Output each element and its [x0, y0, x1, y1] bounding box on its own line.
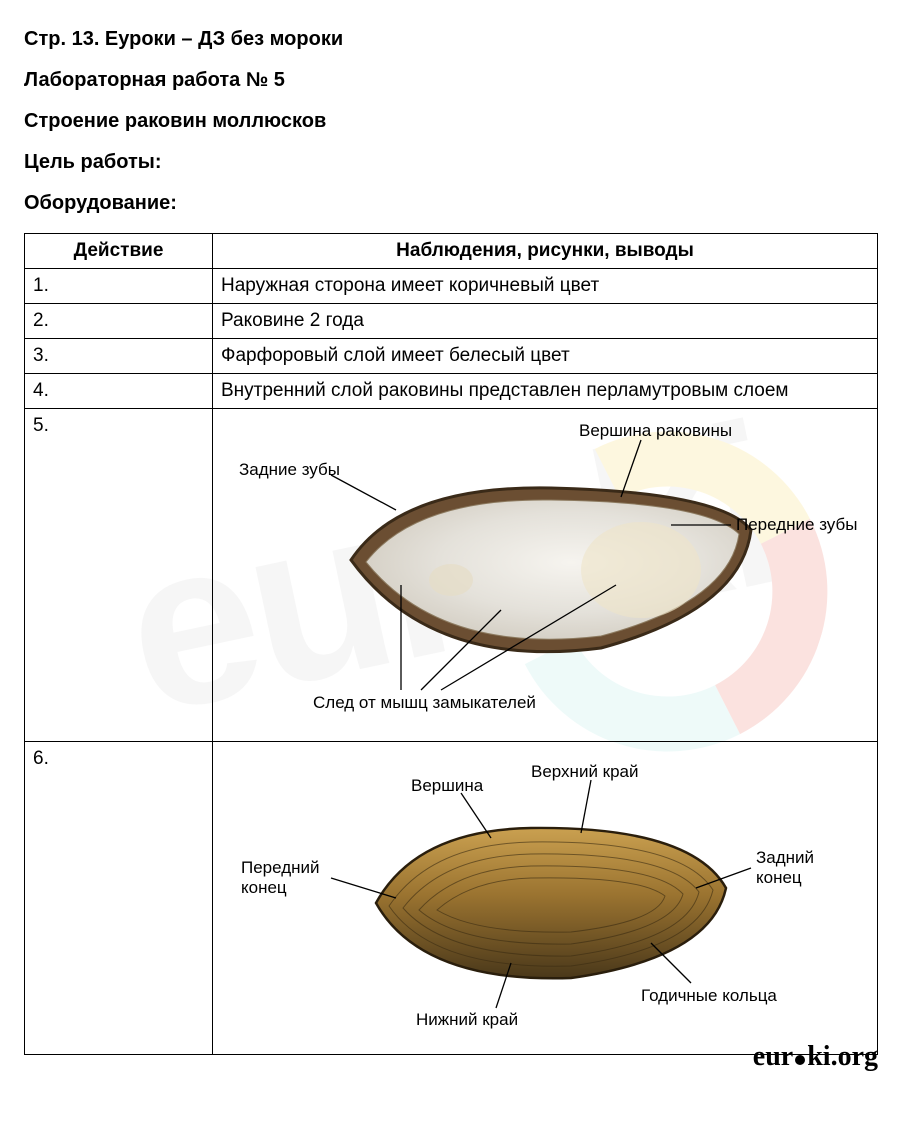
label-rings: Годичные кольца [641, 986, 777, 1006]
table-row: 4. Внутренний слой раковины представлен … [25, 374, 878, 409]
row-text: Наружная сторона имеет коричневый цвет [213, 269, 878, 304]
table-row: 3. Фарфоровый слой имеет белесый цвет [25, 339, 878, 374]
footer-logo-b: ki.org [807, 1041, 878, 1072]
col-observation-header: Наблюдения, рисунки, выводы [213, 234, 878, 269]
row-num: 6. [25, 742, 213, 1055]
row-text: Раковине 2 года [213, 304, 878, 339]
label-front-teeth: Передние зубы [736, 515, 857, 535]
page-line: Стр. 13. Еуроки – ДЗ без мороки [24, 28, 878, 51]
label-back-end: Задний конец [756, 848, 814, 888]
shell-interior-svg [341, 470, 761, 670]
row-num: 3. [25, 339, 213, 374]
shell-exterior-diagram: Вершина Верхний край Передний конец Задн… [221, 748, 869, 1048]
row-text: Внутренний слой раковины представлен пер… [213, 374, 878, 409]
shell-interior-diagram: Задние зубы Вершина раковины Передние зу… [221, 415, 869, 735]
table-row: 2. Раковине 2 года [25, 304, 878, 339]
row-num: 1. [25, 269, 213, 304]
row-num: 5. [25, 409, 213, 742]
diagram-cell-5: Задние зубы Вершина раковины Передние зу… [213, 409, 878, 742]
label-apex: Вершина раковины [579, 421, 732, 441]
col-action-header: Действие [25, 234, 213, 269]
row-num: 4. [25, 374, 213, 409]
subject-title: Строение раковин моллюсков [24, 110, 878, 133]
shell-exterior-svg [361, 808, 741, 998]
row-text: Фарфоровый слой имеет белесый цвет [213, 339, 878, 374]
table-row: 5. [25, 409, 878, 742]
label-back-teeth: Задние зубы [239, 460, 340, 480]
label-apex2: Вершина [411, 776, 483, 796]
label-muscle: След от мышц замыкателей [313, 693, 536, 713]
table-row: 6. [25, 742, 878, 1055]
footer-logo-a: eur [753, 1041, 793, 1072]
equipment-label: Оборудование: [24, 192, 878, 215]
lab-table: Действие Наблюдения, рисунки, выводы 1. … [24, 233, 878, 1055]
label-bottom-edge: Нижний край [416, 1010, 518, 1030]
goal-label: Цель работы: [24, 151, 878, 174]
table-row: 1. Наружная сторона имеет коричневый цве… [25, 269, 878, 304]
footer-logo: eur ki.org [753, 1041, 878, 1073]
lab-title: Лабораторная работа № 5 [24, 69, 878, 92]
footer-dot-icon [795, 1055, 805, 1065]
row-num: 2. [25, 304, 213, 339]
label-front-end: Передний конец [241, 858, 320, 898]
diagram-cell-6: Вершина Верхний край Передний конец Задн… [213, 742, 878, 1055]
label-top-edge: Верхний край [531, 762, 639, 782]
